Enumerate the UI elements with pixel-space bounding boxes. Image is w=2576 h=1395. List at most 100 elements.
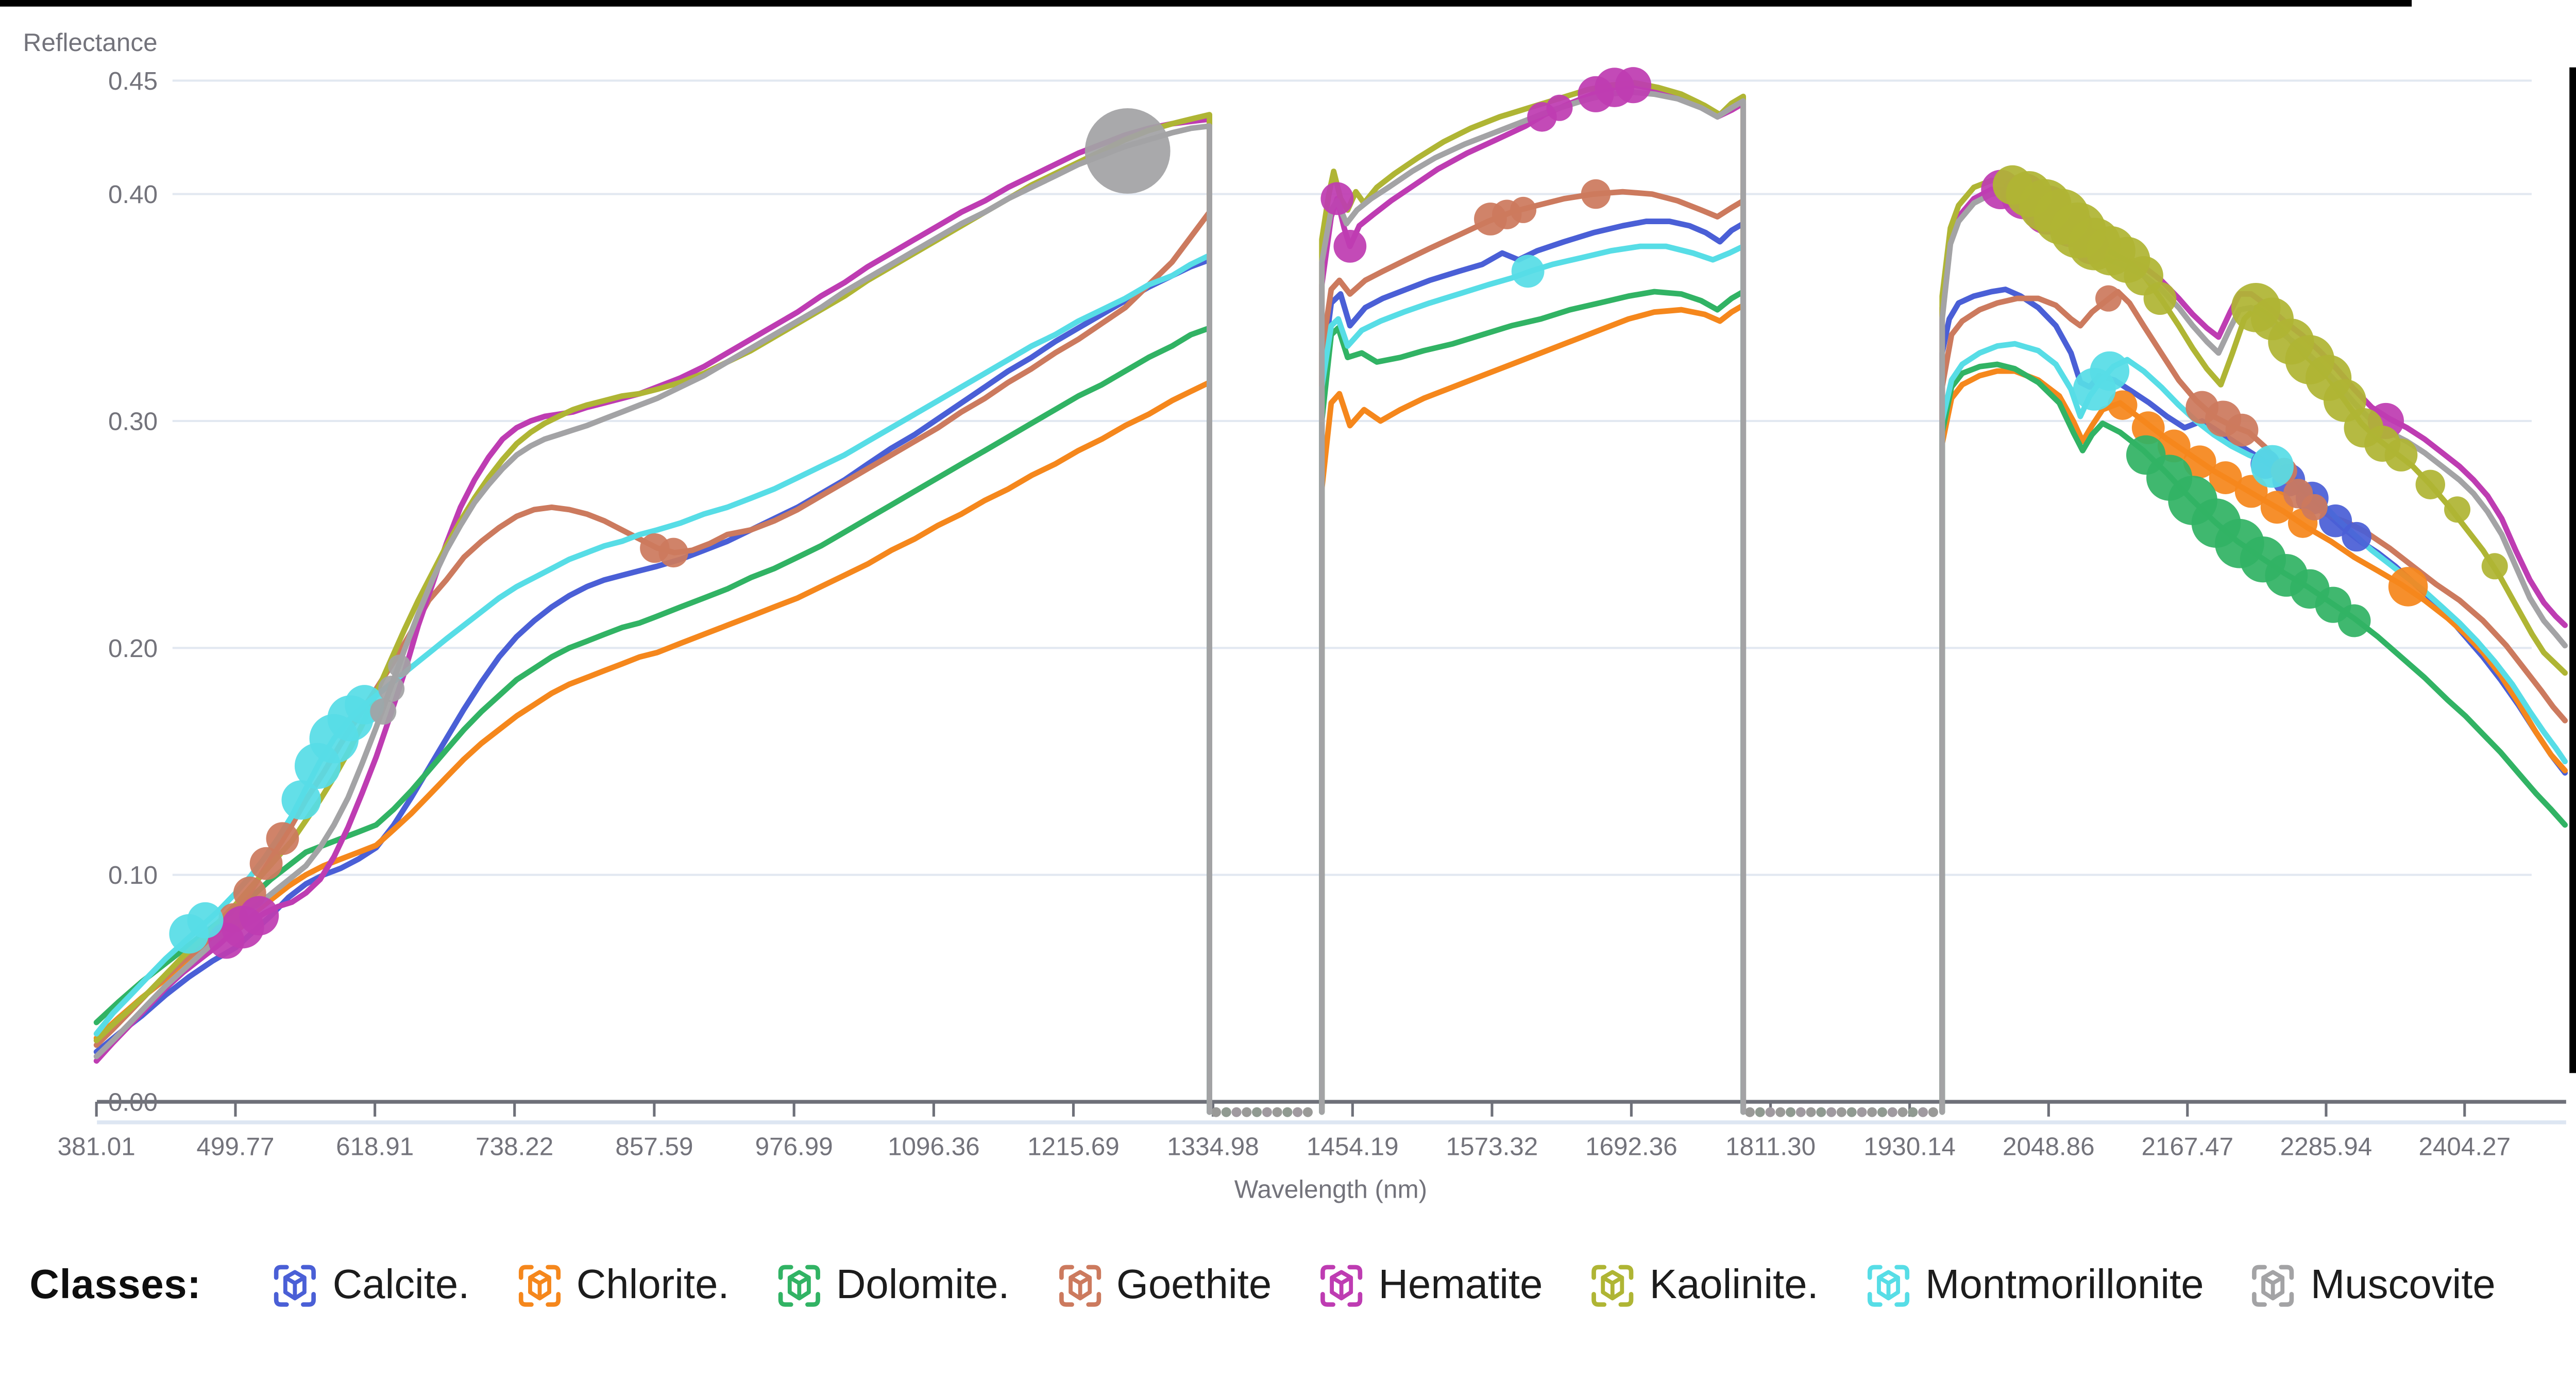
blob-montmorillonite: [187, 902, 224, 938]
blob-hematite: [1546, 94, 1573, 121]
x-tick-label: 1334.98: [1167, 1133, 1259, 1161]
blob-goethite: [266, 822, 299, 855]
spectra-lines: [93, 80, 2568, 1115]
legend-item-calcite[interactable]: Calcite.: [270, 1259, 469, 1310]
y-tick-label: 0.30: [108, 408, 158, 436]
blob-hematite: [1320, 182, 1354, 215]
blob-calcite: [2342, 522, 2371, 552]
cube-scan-icon: [1058, 1264, 1100, 1306]
spectra-blobs: [169, 67, 2508, 959]
legend-label: Kaolinite.: [1649, 1261, 1819, 1307]
line-dolomite: [1319, 289, 1747, 1115]
legend-label: Dolomite.: [836, 1261, 1010, 1307]
x-tick-label: 738.22: [476, 1133, 553, 1161]
x-tick-label: 2167.47: [2141, 1133, 2233, 1161]
y-tick-label: 0.40: [108, 180, 158, 209]
legend-heading: Classes:: [29, 1261, 201, 1307]
x-tick-label: 2048.86: [2003, 1133, 2095, 1161]
line-montmorillonite: [93, 253, 1212, 1115]
blob-goethite: [2095, 285, 2122, 312]
legend-item-chlorite[interactable]: Chlorite.: [514, 1259, 730, 1310]
blob-montmorillonite: [2090, 351, 2130, 391]
x-axis: [95, 1100, 2566, 1124]
window-top-border: [0, 0, 2412, 7]
blob-goethite: [658, 537, 688, 568]
blob-goethite: [249, 847, 283, 880]
cube-scan-icon: [275, 1264, 317, 1306]
axis-labels: Reflectance Wavelength (nm) 0.45 0.40 0.30…: [23, 28, 2511, 1204]
line-montmorillonite: [1939, 341, 2568, 1115]
line-kaolinite: [93, 112, 1212, 1115]
line-muscovite: [1319, 89, 1747, 1115]
legend-items: Calcite. Chlorite. Dolomite. Goethite Hemati…: [270, 1259, 2496, 1310]
x-tick-label: 976.99: [755, 1133, 833, 1161]
y-tick-label: 0.00: [108, 1088, 158, 1117]
blob-chlorite: [2157, 429, 2191, 463]
gap-zero-dots: [1211, 1107, 1938, 1117]
legend-label: Chlorite.: [576, 1261, 730, 1307]
blob-goethite: [2301, 494, 2328, 520]
y-tick-label: 0.20: [108, 634, 158, 663]
blob-calcite: [2319, 504, 2352, 537]
line-hematite: [1319, 82, 1747, 1115]
classes-legend: Classes: Calcite. Chlorite. Dolomite. Goeth…: [0, 1242, 2576, 1328]
blob-dolomite: [2337, 604, 2371, 637]
cube-scan-icon: [1320, 1264, 1363, 1306]
x-tick-label: 618.91: [336, 1133, 414, 1161]
window-right-border: [2568, 67, 2575, 1073]
blob-muscovite: [378, 676, 405, 702]
blob-hematite: [1615, 67, 1652, 104]
blob-chlorite: [2209, 461, 2242, 494]
spectral-reflectance-app: Reflectance Wavelength (nm) 0.45 0.40 0.30…: [0, 0, 2576, 1328]
x-tick-label: 1573.32: [1446, 1133, 1538, 1161]
x-tick-label: 2404.27: [2418, 1133, 2511, 1161]
cube-scan-icon: [1867, 1264, 1909, 1306]
line-calcite: [1939, 287, 2568, 1115]
legend-item-kaolinite[interactable]: Kaolinite.: [1587, 1259, 1819, 1310]
cube-scan-icon: [1591, 1264, 1634, 1306]
legend-item-goethite[interactable]: Goethite: [1054, 1259, 1272, 1310]
legend-label: Goethite: [1116, 1261, 1272, 1307]
legend-item-muscovite[interactable]: Muscovite: [2248, 1259, 2496, 1310]
blob-goethite: [2225, 413, 2259, 447]
x-axis-title: Wavelength (nm): [1234, 1175, 1427, 1204]
reflectance-chart[interactable]: Reflectance Wavelength (nm) 0.45 0.40 0.30…: [0, 0, 2576, 1249]
blob-kaolinite: [2415, 469, 2445, 499]
blob-chlorite: [2108, 390, 2138, 420]
blob-chlorite: [2131, 411, 2165, 445]
line-muscovite: [93, 123, 1212, 1115]
x-tick-label: 1811.30: [1725, 1133, 1816, 1161]
blob-montmorillonite: [281, 780, 321, 820]
blob-goethite: [1510, 196, 1537, 223]
line-chlorite: [1319, 302, 1747, 1115]
x-tick-label: 1215.69: [1027, 1133, 1120, 1161]
blob-hematite: [1333, 229, 1367, 263]
blob-kaolinite: [2444, 496, 2471, 523]
line-goethite: [1319, 189, 1747, 1115]
legend-item-montmorillonite[interactable]: Montmorillonite: [1863, 1259, 2204, 1310]
line-dolomite: [93, 325, 1212, 1115]
line-calcite: [93, 257, 1212, 1115]
blob-montmorillonite: [2251, 445, 2294, 488]
blob-montmorillonite: [1511, 255, 1545, 288]
legend-item-hematite[interactable]: Hematite: [1316, 1259, 1543, 1310]
blob-muscovite: [388, 654, 411, 678]
blob-chlorite: [2388, 567, 2428, 607]
blob-chlorite: [2183, 445, 2216, 479]
y-tick-label: 0.10: [108, 861, 158, 889]
line-chlorite: [93, 379, 1212, 1115]
blob-hematite: [239, 896, 279, 936]
x-tick-label: 1096.36: [888, 1133, 980, 1161]
y-axis-title: Reflectance: [23, 28, 158, 57]
legend-item-dolomite[interactable]: Dolomite.: [774, 1259, 1010, 1310]
blob-goethite: [1581, 179, 1611, 209]
x-tick-label: 857.59: [615, 1133, 693, 1161]
x-tick-label: 2285.94: [2280, 1133, 2372, 1161]
blob-muscovite: [1084, 108, 1171, 194]
line-goethite: [1939, 289, 2568, 1115]
legend-label: Montmorillonite: [1925, 1261, 2204, 1307]
cube-scan-icon: [518, 1264, 561, 1306]
x-tick-label: 1454.19: [1307, 1133, 1399, 1161]
cube-scan-icon: [2252, 1264, 2295, 1306]
y-tick-label: 0.45: [108, 67, 158, 95]
